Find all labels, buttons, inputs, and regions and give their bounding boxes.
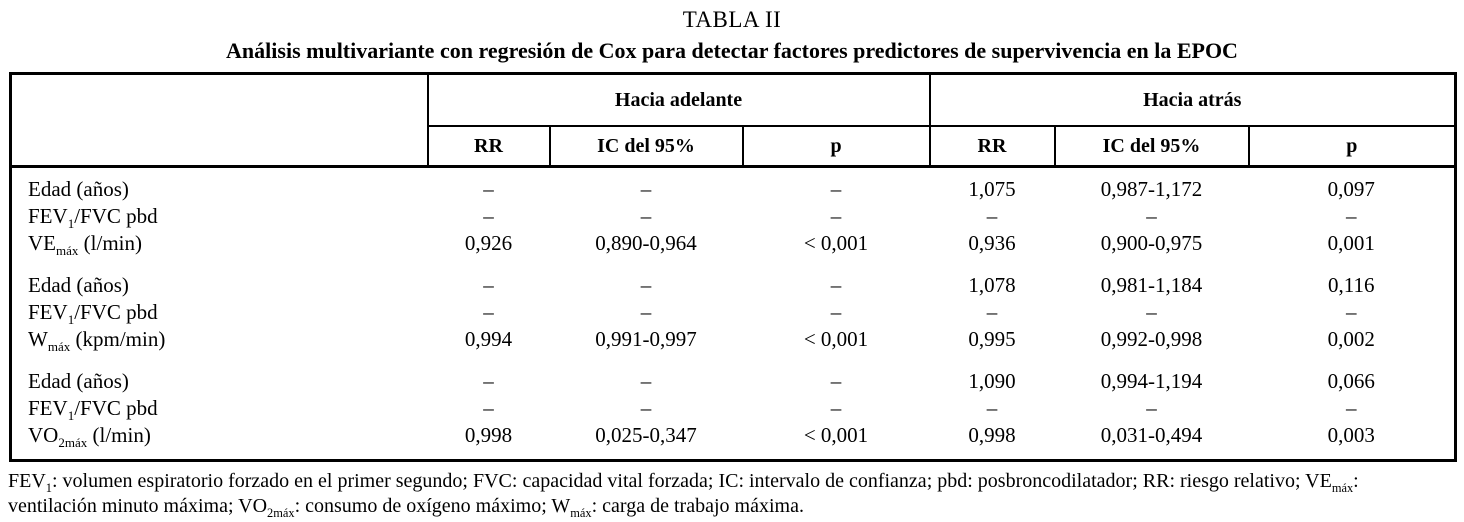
value-cell: –	[483, 177, 494, 201]
value-cell: 1,090	[968, 369, 1016, 393]
value-cell: –	[640, 369, 652, 393]
sub-header-row: RR IC del 95% p RR IC del 95% p	[11, 126, 1456, 168]
value-cell: 0,900-0,975	[1100, 231, 1203, 255]
footnote-line-2: ventilación minuto máxima; VO2máx: consu…	[8, 495, 804, 520]
value-cell: 1,075	[968, 177, 1016, 201]
table-number-title: TABLA II	[682, 7, 782, 32]
value-cell: –	[830, 300, 842, 324]
value-cell: –	[640, 204, 652, 228]
value-cell: –	[830, 273, 842, 297]
row-label: VEmáx (l/min)	[28, 231, 142, 259]
value-cell: –	[986, 204, 998, 228]
value-cell: –	[640, 396, 652, 420]
value-cell: –	[830, 177, 842, 201]
value-cell: 0,001	[1327, 231, 1375, 255]
row-label: FEV1/FVC pbd	[28, 396, 158, 424]
table-row: FEV1/FVC pbd – – – – – –	[11, 203, 1456, 230]
value-cell: –	[830, 396, 842, 420]
col-header-p-forward: p	[742, 126, 931, 168]
value-cell: 0,994-1,194	[1100, 369, 1203, 393]
value-cell: 0,003	[1327, 423, 1375, 447]
value-cell: 0,991-0,997	[595, 327, 697, 351]
group-header-backward: Hacia atrás	[929, 73, 1456, 127]
value-cell: 0,031-0,494	[1100, 423, 1203, 447]
value-cell: –	[1146, 204, 1157, 228]
value-cell: 0,998	[968, 423, 1016, 447]
value-cell: 1,078	[968, 273, 1016, 297]
footnote-line-1: FEV1: volumen espiratorio forzado en el …	[8, 470, 1359, 495]
table-body: Edad (años) – – –1,075 0,987-1,172 0,097 FEV1/…	[11, 167, 1456, 461]
value-cell: –	[830, 204, 842, 228]
value-cell: –	[483, 396, 494, 420]
value-cell: 0,116	[1328, 273, 1375, 297]
value-cell: 0,002	[1327, 327, 1375, 351]
value-cell: 0,025-0,347	[595, 423, 697, 447]
value-cell: < 0,001	[803, 231, 869, 255]
row-label: Edad (años)	[28, 369, 129, 393]
table-row: Edad (años) – – – 1,078 0,981-1,184 0,116	[11, 257, 1456, 299]
col-header-rr-forward: RR	[427, 126, 551, 168]
value-cell: < 0,001	[803, 327, 869, 351]
value-cell: –	[986, 300, 998, 324]
value-cell: –	[1346, 204, 1357, 228]
value-cell: –	[1146, 300, 1157, 324]
value-cell: –	[483, 300, 494, 324]
table-row: Edad (años) – – – 1,075 0,987-1,172 0,097	[11, 167, 1456, 204]
value-cell: < 0,001	[803, 423, 869, 447]
value-cell: –	[640, 177, 652, 201]
row-label: VO2máx (l/min)	[28, 423, 151, 451]
value-cell: –	[986, 396, 998, 420]
row-label: Wmáx (kpm/min)	[28, 327, 166, 355]
value-cell: –	[1346, 300, 1357, 324]
value-cell: 0,992-0,998	[1100, 327, 1203, 351]
value-cell: –	[483, 273, 494, 297]
corner-cell	[10, 73, 429, 168]
group-header-forward: Hacia adelante	[427, 73, 931, 127]
cox-regression-table: Hacia adelante Hacia atrás RR IC del 95%…	[9, 72, 1457, 462]
value-cell: 0,987-1,172	[1100, 177, 1203, 201]
group-header-row: Hacia adelante Hacia atrás	[10, 73, 1456, 168]
value-cell: 0,926	[464, 231, 513, 255]
value-cell: –	[1346, 396, 1357, 420]
table-row: VO2máx (l/min) 0,998 0,025-0,347 < 0,001 0,9…	[11, 422, 1456, 461]
value-cell: –	[640, 300, 652, 324]
footnote: FEV1: volumen espiratorio forzado en el …	[8, 469, 1456, 519]
value-cell: –	[483, 369, 494, 393]
value-cell: 0,066	[1327, 369, 1375, 393]
value-cell: –	[483, 204, 494, 228]
value-cell: –	[830, 369, 842, 393]
table-row: VEmáx (l/min) 0,926 0,890-0,964 < 0,001 0,93…	[11, 230, 1456, 257]
value-cell: 0,998	[464, 423, 513, 447]
table-row: FEV1/FVC pbd – – – – – –	[11, 299, 1456, 326]
table-row: Wmáx (kpm/min) 0,994 0,991-0,997 < 0,001 0,9…	[11, 326, 1456, 353]
col-header-ci-forward: IC del 95%	[549, 126, 744, 168]
value-cell: –	[640, 273, 652, 297]
col-header-ci-backward: IC del 95%	[1054, 126, 1250, 168]
table-row: FEV1/FVC pbd – – – – – –	[11, 395, 1456, 422]
table-subtitle: Análisis multivariante con regresión de …	[226, 38, 1238, 63]
value-cell: 0,981-1,184	[1100, 273, 1203, 297]
value-cell: –	[1146, 396, 1157, 420]
value-cell: 0,936	[968, 231, 1016, 255]
col-header-p-backward: p	[1248, 126, 1456, 168]
value-cell: 0,995	[968, 327, 1016, 351]
value-cell: 0,097	[1327, 177, 1375, 201]
row-label: FEV1/FVC pbd	[28, 300, 158, 328]
table-row: Edad (años) – – – 1,090 0,994-1,194 0,066	[11, 353, 1456, 395]
col-header-rr-backward: RR	[929, 126, 1056, 168]
row-label: Edad (años)	[28, 273, 129, 297]
row-label: FEV1/FVC pbd	[28, 204, 158, 232]
row-label: Edad (años)	[28, 177, 129, 201]
value-cell: 0,890-0,964	[595, 231, 697, 255]
table-header: Hacia adelante Hacia atrás RR IC del 95%…	[10, 73, 1456, 168]
value-cell: 0,994	[464, 327, 513, 351]
